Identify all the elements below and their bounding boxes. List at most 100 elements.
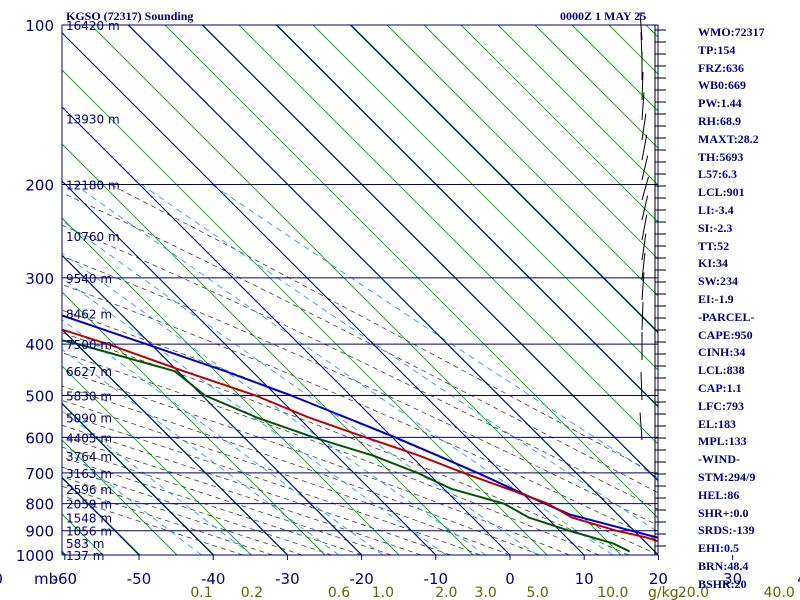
pressure-tick-label: 400 <box>25 336 54 354</box>
temperature-tick-label: 20 <box>649 570 668 588</box>
index-item: -WIND- <box>698 452 740 467</box>
pressure-tick-label: 1000 <box>16 547 54 565</box>
dry-adiabat-line <box>460 24 659 223</box>
moist-adiabats <box>62 184 658 555</box>
wind-barb <box>640 372 643 401</box>
index-item: BRN:48.4 <box>698 558 749 573</box>
isotherm-line <box>61 329 288 556</box>
grid <box>61 24 659 556</box>
isotherm-line <box>61 32 585 556</box>
temperature-tick-label: -60 <box>53 570 78 588</box>
temperature-tick-label: -70 <box>0 570 3 588</box>
mixing-ratio-label: 0.2 <box>241 585 263 600</box>
index-item: FRZ:636 <box>698 60 744 75</box>
mixing-ratio-label: 2.0 <box>435 585 457 600</box>
index-item: MPL:133 <box>698 434 747 449</box>
mixing-ratio-label: 0.6 <box>328 585 350 600</box>
height-label: 2596 m <box>66 483 112 497</box>
height-label: 12180 m <box>66 179 120 193</box>
index-item: WB0:669 <box>698 78 746 93</box>
temperature-tick-label: 0 <box>505 570 515 588</box>
isotherm-line <box>61 106 511 556</box>
index-item: SI:-2.3 <box>698 220 733 235</box>
dry-adiabat-line <box>423 24 659 260</box>
index-item: -PARCEL- <box>698 309 755 324</box>
mixing-ratio-label: 0.1 <box>190 585 212 600</box>
stability-indices-list: WMO:72317 TP:154 FRZ:636 WB0:669 PW:1.44 RH:6… <box>698 24 765 594</box>
pressure-tick-label: 300 <box>25 270 54 288</box>
height-label: 8462 m <box>66 307 112 321</box>
wind-barb <box>641 176 649 201</box>
wind-barb <box>639 12 643 41</box>
dry-adiabat-line <box>608 24 659 75</box>
wind-barb <box>641 272 645 301</box>
dry-adiabat-line <box>275 24 659 408</box>
dry-adiabat-line <box>61 550 67 556</box>
dry-adiabat-line <box>238 24 659 445</box>
dry-adiabat-line <box>164 24 659 519</box>
dry-adiabat-line <box>645 24 659 38</box>
wind-barb <box>641 155 649 181</box>
pressure-tick-label: 900 <box>25 523 54 541</box>
index-item: LI:-3.4 <box>698 202 734 217</box>
index-item: EHI:0.5 <box>698 541 740 556</box>
wind-barb <box>641 92 645 121</box>
height-labels: 16420 m 13930 m 12180 m 10760 m 9540 m 8462 m… <box>66 19 120 563</box>
temperature-tick-label: 30 <box>723 570 742 588</box>
index-item: SRDS:-139 <box>698 523 755 538</box>
mixing-ratio-unit: g/kg <box>648 585 679 600</box>
pressure-tick-label: 200 <box>25 177 54 195</box>
index-item: TT:52 <box>698 238 730 253</box>
isotherm-line <box>61 255 362 556</box>
dry-adiabat-line <box>61 291 326 556</box>
temperature-axis-labels: -80-70-60-50-40-30-20-10010203040 <box>0 555 800 588</box>
height-label: 16420 m <box>66 19 120 33</box>
mixing-ratio-label: 3.0 <box>474 585 496 600</box>
dry-adiabats <box>61 24 659 556</box>
temperature-tick-label: -30 <box>275 570 300 588</box>
temperature-tick-label: 40 <box>797 570 800 588</box>
pressure-unit-label: mb <box>34 570 58 588</box>
index-item: CINH:34 <box>698 345 746 360</box>
moist-adiabat-line <box>110 184 658 476</box>
wind-barb <box>639 412 643 441</box>
index-item: HEL:86 <box>698 487 740 502</box>
index-item: KI:34 <box>698 256 728 271</box>
isotherm-line <box>61 180 437 556</box>
dry-adiabat-line <box>386 24 659 297</box>
mixing-ratio-line <box>62 252 486 555</box>
index-item: RH:68.9 <box>698 113 741 128</box>
height-label: 137 m <box>66 549 104 563</box>
mixing-ratio-label: 20.0 <box>678 585 709 600</box>
chart-title: KGSO (72317) Sounding <box>66 9 194 23</box>
height-label: 13930 m <box>66 112 120 126</box>
height-label: 3163 m <box>66 467 112 481</box>
height-label: 2059 m <box>66 498 112 512</box>
index-item: SHR+:0.0 <box>698 505 749 520</box>
wind-barb <box>641 252 646 281</box>
mixing-ratio-label: 40.0 <box>764 585 795 600</box>
isotherm-line <box>128 24 659 555</box>
wind-barb <box>641 214 648 241</box>
dry-adiabat-line <box>61 365 252 556</box>
dewpoint-trace <box>62 339 631 553</box>
dry-adiabat-line <box>61 513 104 556</box>
wind-barb <box>641 72 644 101</box>
index-item: CAP:1.1 <box>698 380 742 395</box>
index-item: PW:1.44 <box>698 96 742 111</box>
pressure-axis-labels: 100 200 300 400 500 600 700 800 900 1000 <box>16 17 54 565</box>
height-label: 6627 m <box>66 365 112 379</box>
index-item: TP:154 <box>698 42 736 57</box>
pressure-tick-label: 500 <box>25 387 54 405</box>
height-label: 10760 m <box>66 230 120 244</box>
index-item: BSHR:20 <box>698 576 747 591</box>
index-item: EI:-1.9 <box>698 291 734 306</box>
height-label: 1056 m <box>66 525 112 539</box>
index-item: L57:6.3 <box>698 167 737 182</box>
moist-adiabat-line <box>62 192 658 494</box>
pressure-tick-label: 100 <box>25 17 54 35</box>
mixing-ratio-line <box>211 184 658 479</box>
temperature-tick-label: 10 <box>575 570 594 588</box>
mixing-ratio-line <box>62 220 538 555</box>
